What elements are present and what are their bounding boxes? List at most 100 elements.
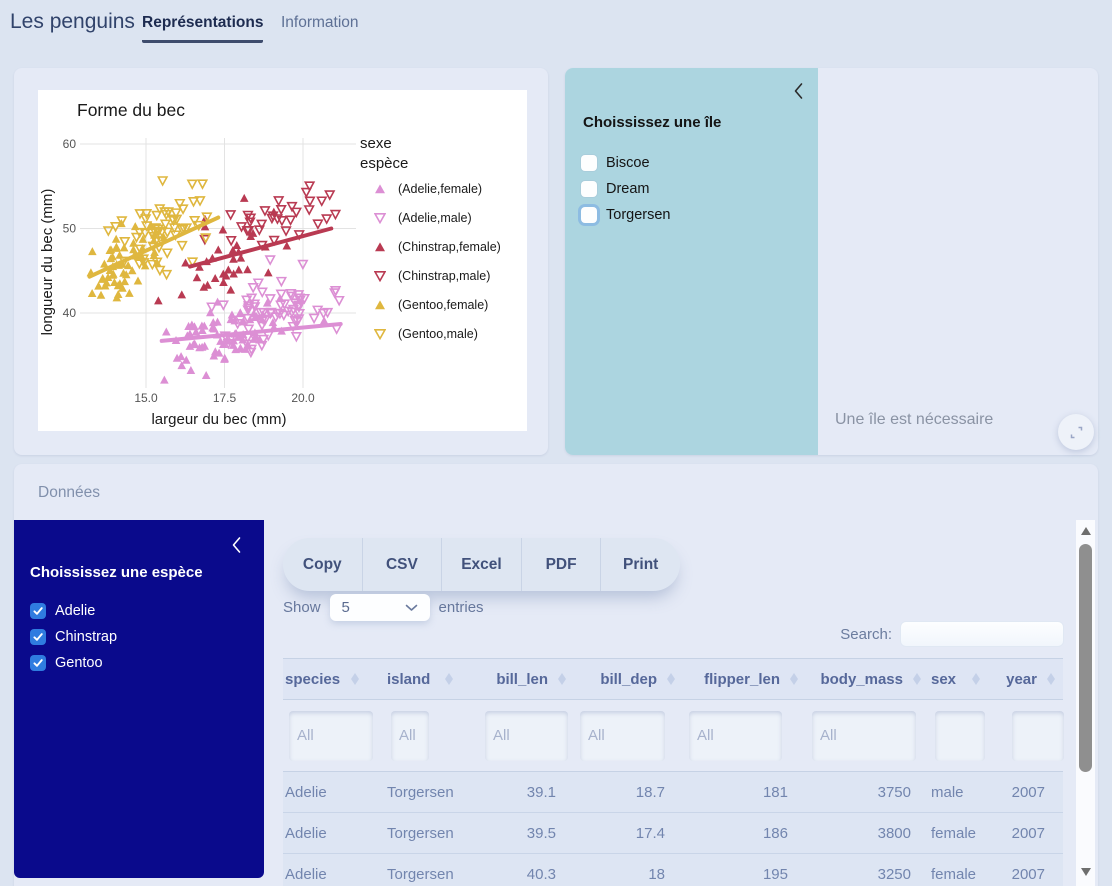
vertical-scrollbar[interactable] xyxy=(1076,520,1095,886)
column-filter-input-flipper_len[interactable] xyxy=(689,710,782,761)
table-cell: 17.4 xyxy=(635,824,665,842)
filter-cell xyxy=(683,700,806,771)
print-button[interactable]: Print xyxy=(600,538,680,591)
column-filter-input-body_mass[interactable] xyxy=(812,710,916,761)
entries-label: entries xyxy=(438,599,484,616)
species-option-chinstrap[interactable]: Chinstrap xyxy=(30,624,117,650)
unchecked-checkbox[interactable] xyxy=(581,155,597,171)
sort-icon xyxy=(445,673,453,685)
legend-item-Chinstrapmale: (Chinstrap,male) xyxy=(360,261,525,290)
legend-item-Adeliefemale: (Adelie,female) xyxy=(360,174,525,203)
column-filter-input-island[interactable] xyxy=(391,710,429,761)
column-header-label: sex xyxy=(931,670,957,688)
island-checkbox-group: Biscoe Dream Torgersen xyxy=(581,150,670,228)
triangle-down-open-icon xyxy=(374,270,386,282)
triangle-down-open-icon xyxy=(374,212,386,224)
legend-item-Adeliemale: (Adelie,male) xyxy=(360,203,525,232)
checked-checkbox[interactable] xyxy=(30,603,46,619)
checkbox-label: Biscoe xyxy=(606,155,650,171)
filter-cell xyxy=(1006,700,1064,771)
island-card: Choississez une île Biscoe Dream Torgersen… xyxy=(565,68,1098,455)
triangle-down-open-icon xyxy=(374,328,386,340)
checkbox-label: Dream xyxy=(606,181,650,197)
column-filter-input-bill_dep[interactable] xyxy=(580,710,665,761)
table-row[interactable]: Adelie Torgersen 40.3 18 195 3250 female 2007 xyxy=(283,854,1063,886)
header: Les penguins Représentations Information xyxy=(0,0,1112,58)
pdf-button[interactable]: PDF xyxy=(520,538,601,591)
checked-checkbox[interactable] xyxy=(30,655,46,671)
checked-checkbox[interactable] xyxy=(30,629,46,645)
page-length-select[interactable]: 5 xyxy=(329,594,430,621)
legend-title: sexe espèce xyxy=(360,135,409,172)
collapse-island-sidebar-button[interactable] xyxy=(793,82,804,103)
csv-button[interactable]: CSV xyxy=(361,538,442,591)
species-sidebar: Choississez une espèce Adelie Chinstrap Ge… xyxy=(14,520,264,878)
species-option-gentoo[interactable]: Gentoo xyxy=(30,650,117,676)
column-header-species[interactable]: species xyxy=(283,659,385,699)
island-sidebar: Choississez une île Biscoe Dream Torgersen xyxy=(565,68,818,455)
check-icon xyxy=(33,633,43,641)
scroll-up-arrow-icon[interactable] xyxy=(1080,527,1091,535)
scroll-down-arrow-icon[interactable] xyxy=(1080,868,1091,876)
table-cell: Adelie xyxy=(285,865,327,883)
data-table-area: Copy CSV Excel PDF Print Show 5 entries Sear… xyxy=(283,520,1077,886)
penguins-table: species island bill_len bill_dep flipper_len… xyxy=(283,658,1064,886)
table-row[interactable]: Adelie Torgersen 39.1 18.7 181 3750 male 2007 xyxy=(283,772,1063,813)
bill-shape-plot: 40 50 60 15.0 17.5 20.0 Forme du bec largeur du… xyxy=(38,90,527,431)
svg-text:50: 50 xyxy=(63,222,77,236)
expand-icon xyxy=(1070,426,1082,438)
sort-icon xyxy=(972,673,980,685)
plot-legend: sexe espèce (Adelie,female) (Adelie,male) (C… xyxy=(360,134,525,348)
unchecked-checkbox[interactable] xyxy=(581,181,597,197)
column-header-flipper_len[interactable]: flipper_len xyxy=(683,659,806,699)
sort-icon xyxy=(913,673,921,685)
tab-représentations[interactable]: Représentations xyxy=(142,14,264,43)
svg-text:17.5: 17.5 xyxy=(213,391,237,405)
table-cell: 40.3 xyxy=(526,865,556,883)
expand-card-button[interactable] xyxy=(1058,414,1094,450)
search-input[interactable] xyxy=(900,621,1064,647)
copy-button[interactable]: Copy xyxy=(283,538,362,591)
filter-cell xyxy=(574,700,683,771)
check-icon xyxy=(33,659,43,667)
table-cell: 181 xyxy=(762,783,788,801)
column-filter-input-sex[interactable] xyxy=(935,710,985,761)
filter-cell xyxy=(929,700,1006,771)
island-main-area: Une île est nécessaire xyxy=(818,68,1098,455)
legend-label: (Adelie,male) xyxy=(398,210,472,225)
column-header-label: flipper_len xyxy=(704,670,780,688)
collapse-species-sidebar-button[interactable] xyxy=(231,536,242,557)
scrollbar-thumb[interactable] xyxy=(1079,544,1092,772)
svg-text:15.0: 15.0 xyxy=(134,391,158,405)
column-header-bill_dep[interactable]: bill_dep xyxy=(574,659,683,699)
column-header-bill_len[interactable]: bill_len xyxy=(479,659,574,699)
table-cell: Torgersen xyxy=(387,865,454,883)
column-header-island[interactable]: island xyxy=(385,659,479,699)
column-header-label: island xyxy=(387,670,431,688)
excel-button[interactable]: Excel xyxy=(441,538,521,591)
island-option-dream[interactable]: Dream xyxy=(581,176,670,202)
column-header-label: species xyxy=(285,670,341,688)
column-header-body_mass[interactable]: body_mass xyxy=(806,659,929,699)
filter-cell xyxy=(806,700,929,771)
island-option-biscoe[interactable]: Biscoe xyxy=(581,150,670,176)
column-header-sex[interactable]: sex xyxy=(929,659,1006,699)
tab-information[interactable]: Information xyxy=(281,14,359,31)
column-filter-input-species[interactable] xyxy=(289,710,373,761)
island-option-torgersen[interactable]: Torgersen xyxy=(581,202,670,228)
species-option-adelie[interactable]: Adelie xyxy=(30,598,117,624)
column-header-label: year xyxy=(1006,670,1037,688)
checkbox-label: Adelie xyxy=(55,603,96,619)
show-label: Show xyxy=(283,599,321,616)
table-cell: 39.1 xyxy=(526,783,556,801)
column-header-year[interactable]: year xyxy=(1006,659,1063,699)
chevron-left-icon xyxy=(232,537,241,553)
check-icon xyxy=(33,607,43,615)
column-filter-input-bill_len[interactable] xyxy=(485,710,568,761)
unchecked-checkbox[interactable] xyxy=(581,207,597,223)
column-filter-input-year[interactable] xyxy=(1012,710,1064,761)
table-row[interactable]: Adelie Torgersen 39.5 17.4 186 3800 female 2007 xyxy=(283,813,1063,854)
column-header-label: bill_dep xyxy=(600,670,657,688)
legend-label: (Gentoo,female) xyxy=(398,297,489,312)
legend-label: (Chinstrap,male) xyxy=(398,268,491,283)
